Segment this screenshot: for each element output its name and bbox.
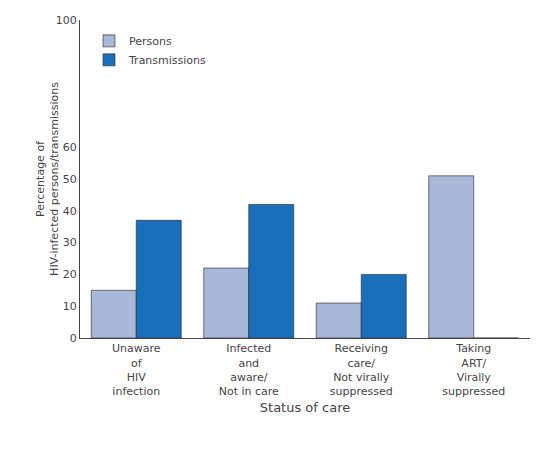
svg-text:30: 30 [63, 236, 77, 249]
svg-text:UnawareofHIVinfection: UnawareofHIVinfection [112, 342, 161, 398]
svg-text:Status of care: Status of care [260, 400, 350, 415]
svg-text:Transmissions: Transmissions [128, 54, 206, 67]
svg-text:TakingART/Virallysuppressed: TakingART/Virallysuppressed [442, 342, 505, 398]
svg-text:Persons: Persons [129, 35, 172, 48]
svg-text:60: 60 [63, 141, 77, 154]
svg-text:40: 40 [63, 205, 77, 218]
svg-text:Percentage ofHIV-infected pers: Percentage ofHIV-infected persons/transm… [34, 82, 61, 276]
svg-text:10: 10 [63, 300, 77, 313]
svg-text:0: 0 [70, 332, 77, 345]
svg-text:Infectedandaware/Not in care: Infectedandaware/Not in care [219, 342, 279, 398]
svg-text:20: 20 [63, 268, 77, 281]
svg-text:Receivingcare/Not virallysuppr: Receivingcare/Not virallysuppressed [330, 342, 393, 398]
svg-text:100: 100 [56, 14, 77, 27]
svg-text:50: 50 [63, 173, 77, 186]
